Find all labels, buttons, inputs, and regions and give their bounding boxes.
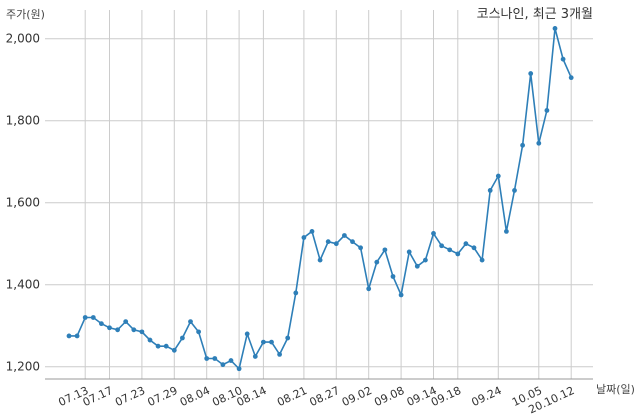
data-point <box>374 259 380 265</box>
data-point <box>155 343 161 349</box>
data-point <box>252 354 258 359</box>
data-point <box>414 263 420 269</box>
data-point <box>382 247 388 253</box>
data-point <box>244 331 250 337</box>
data-point <box>342 233 347 238</box>
x-tick-label: 07.23 <box>113 384 147 409</box>
data-point <box>309 229 315 234</box>
data-point <box>471 245 477 251</box>
data-point <box>99 321 104 327</box>
data-point <box>90 315 96 320</box>
grid-lines <box>45 10 593 379</box>
data-point <box>163 343 169 349</box>
data-point <box>512 188 517 193</box>
data-point <box>220 362 226 368</box>
data-point <box>487 188 493 193</box>
y-tick-label: 1,400 <box>6 278 40 292</box>
data-point <box>350 239 355 245</box>
y-tick-label: 1,200 <box>6 360 40 374</box>
x-tick-label: 07.29 <box>146 384 180 409</box>
data-point <box>333 241 339 247</box>
price-line <box>69 28 572 371</box>
y-tick-label: 1,800 <box>6 114 40 128</box>
data-point <box>423 257 428 263</box>
data-point <box>544 108 550 113</box>
data-point <box>439 243 444 249</box>
data-point <box>107 325 112 331</box>
x-axis-title: 날짜(일) <box>596 382 635 396</box>
y-tick-label: 2,000 <box>6 32 40 46</box>
x-tick-label: 09.24 <box>470 384 504 409</box>
data-point <box>366 286 372 292</box>
data-point <box>504 229 509 234</box>
data-point <box>431 231 436 236</box>
data-point <box>123 319 129 324</box>
data-point <box>552 26 558 31</box>
data-point <box>293 290 299 296</box>
data-point <box>236 366 242 372</box>
data-point <box>463 241 469 247</box>
data-point <box>171 347 177 353</box>
data-point <box>261 339 266 345</box>
data-point <box>568 75 574 81</box>
data-point <box>82 315 88 320</box>
data-point <box>147 337 153 343</box>
data-point <box>115 327 120 333</box>
data-point <box>66 333 72 339</box>
data-point <box>139 329 145 335</box>
data-point <box>228 358 234 363</box>
data-point <box>495 173 501 179</box>
data-point <box>406 249 412 255</box>
data-point <box>131 327 137 333</box>
data-point <box>528 71 534 76</box>
data-point <box>390 274 396 279</box>
data-point <box>269 339 274 345</box>
data-point <box>277 352 282 357</box>
data-point <box>560 56 566 62</box>
data-point <box>188 319 193 324</box>
data-point <box>455 251 461 257</box>
price-series <box>66 26 574 372</box>
data-point <box>204 356 210 361</box>
x-tick-label: 08.21 <box>275 384 309 409</box>
data-point <box>74 333 80 339</box>
data-point <box>301 235 307 240</box>
data-point <box>358 245 363 251</box>
data-point <box>180 335 185 341</box>
chart-title: 코스나인, 최근 3개월 <box>477 7 593 22</box>
data-point <box>447 247 453 253</box>
data-point <box>325 239 331 245</box>
data-point <box>479 257 485 263</box>
data-point <box>212 356 218 361</box>
y-axis-title: 주가(원) <box>6 8 45 21</box>
x-tick-label: 08.27 <box>308 384 342 409</box>
data-point <box>285 335 291 341</box>
x-tick-label: 09.02 <box>340 384 374 409</box>
data-point <box>196 329 202 335</box>
data-point <box>317 257 323 263</box>
x-tick-label: 08.04 <box>178 384 212 409</box>
data-point <box>536 140 542 146</box>
data-point <box>520 142 525 148</box>
y-tick-label: 1,600 <box>6 196 40 210</box>
data-point <box>398 292 404 298</box>
x-tick-label: 09.08 <box>372 384 406 409</box>
